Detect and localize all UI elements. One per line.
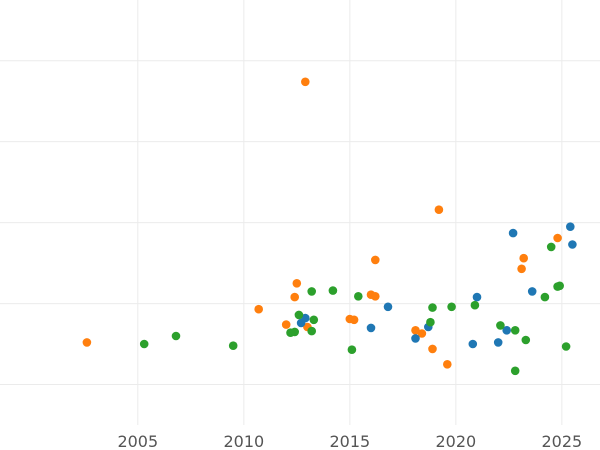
data-point [328,286,338,295]
data-point [508,228,518,238]
grid [0,0,600,425]
data-point [82,338,92,347]
data-point [517,264,526,274]
data-point [371,292,380,301]
data-point [493,338,503,347]
data-point [309,315,319,325]
data-point [510,326,520,335]
data-point [301,313,310,323]
data-points [82,77,577,376]
data-point [510,366,520,376]
data-point [568,240,577,249]
data-point [371,255,380,265]
data-point [443,360,452,369]
data-point [519,253,528,263]
data-point [290,327,300,337]
data-point [349,315,359,325]
data-point [527,287,537,296]
data-point [294,310,304,320]
series-1 [296,222,577,349]
x-tick-label: 2010 [223,432,264,450]
data-point [426,317,435,327]
data-point [472,292,482,302]
data-point [561,342,571,351]
x-tick-label: 2020 [435,432,476,450]
data-point [468,339,478,349]
x-tick-label: 2015 [329,432,370,450]
data-point [347,345,357,355]
data-point [301,77,310,87]
data-point [307,326,317,336]
data-point [139,339,149,349]
x-tick-label: 2025 [541,432,582,450]
data-point [521,335,531,345]
data-point [292,279,302,288]
x-tick-label: 2005 [117,432,158,450]
data-point [366,323,376,333]
data-point [428,344,437,354]
data-point [546,242,556,252]
data-point [555,281,564,291]
data-point [171,331,181,341]
data-point [307,287,317,296]
data-point [502,326,512,335]
data-point [411,334,420,343]
data-point [470,300,480,310]
data-point [553,233,562,243]
data-point [411,326,420,335]
data-point [447,302,456,312]
data-point [566,222,575,231]
data-point [383,302,393,312]
data-point [290,292,300,302]
data-point [417,329,427,338]
x-axis-ticks: 2005 2010 2015 2020 2025 [117,432,582,450]
data-point [281,320,291,329]
data-point [540,292,550,302]
data-point [496,321,505,330]
data-point [434,205,444,214]
data-point [228,341,238,351]
series-0 [82,77,562,369]
data-point [254,304,263,314]
data-point [428,303,437,312]
series-2 [139,242,571,376]
data-point [354,292,363,301]
